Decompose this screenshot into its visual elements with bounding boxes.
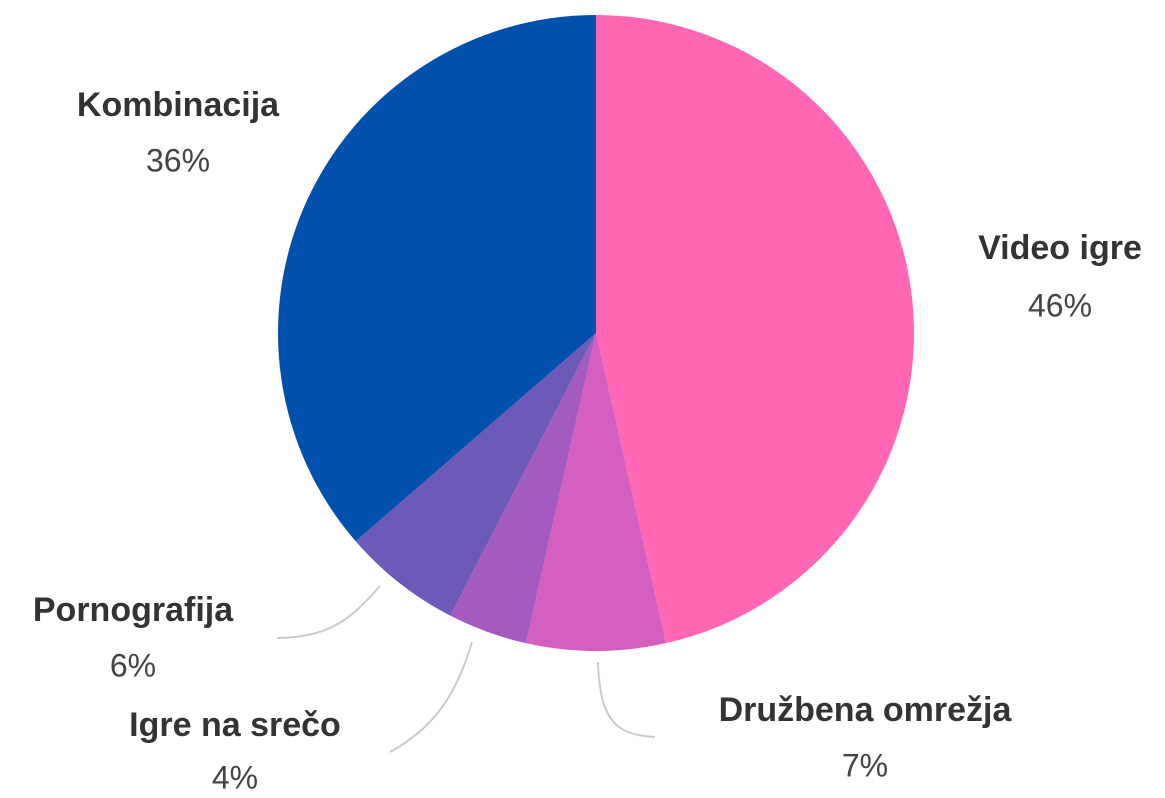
leader-line [597,661,656,738]
pie-slice [450,333,596,644]
slice-value-label: 4% [212,759,258,795]
pie-slice [355,333,596,616]
slice-label: Pornografija [33,591,234,629]
pie-slice [278,15,596,542]
slice-value-label: 7% [842,747,888,783]
slice-label: Video igre [978,229,1142,267]
slice-value-label: 46% [1028,287,1092,323]
slice-label: Kombinacija [77,86,280,124]
slice-value-label: 36% [146,142,210,178]
pie-slice [596,15,914,644]
pie-slice [525,333,667,651]
leader-line [389,641,473,753]
slice-value-label: 6% [110,647,156,683]
leader-line [276,585,381,639]
slice-label: Družbena omrežja [719,691,1013,729]
slice-label: Igre na srečo [129,706,341,744]
